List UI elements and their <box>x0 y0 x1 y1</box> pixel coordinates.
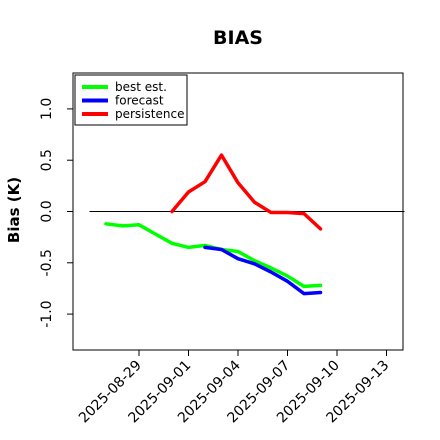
legend-label: best est. <box>115 80 167 94</box>
y-tick-label: 0.5 <box>39 149 55 171</box>
y-axis-label: Bias (K) <box>5 177 23 243</box>
legend-label: forecast <box>115 94 164 108</box>
y-tick-label: -1.0 <box>39 300 55 327</box>
y-tick-label: -0.5 <box>39 249 55 276</box>
series-line-persistence <box>170 153 323 231</box>
chart-title: BIAS <box>213 27 263 49</box>
series-line-forecast <box>203 245 323 296</box>
series-line-best-est <box>104 222 323 289</box>
y-tick-label: 1.0 <box>39 98 55 120</box>
legend-label: persistence <box>115 107 184 121</box>
y-tick-label: 0.0 <box>39 200 55 222</box>
plot-area: -1.0-0.50.00.51.02025-08-292025-09-01202… <box>39 72 405 426</box>
